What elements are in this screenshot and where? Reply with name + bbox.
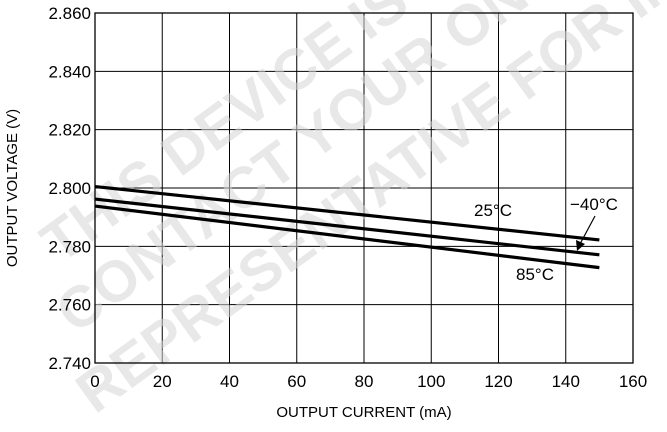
y-tick-label-5: 2.840 <box>48 62 91 81</box>
series-lines <box>94 184 600 270</box>
y-tick-label-3: 2.800 <box>48 179 91 198</box>
x-tick-label-8: 160 <box>619 372 647 391</box>
y-axis-title: OUTPUT VOLTAGE (V) <box>4 109 21 267</box>
minus40c-arrowhead <box>576 240 585 251</box>
x-tick-label-0: 0 <box>90 372 99 391</box>
grid <box>94 12 634 364</box>
label-minus40c: −40°C <box>570 195 618 214</box>
label-25c: 25°C <box>474 201 512 220</box>
minus40c-arrow <box>579 215 596 245</box>
y-tick-label-1: 2.760 <box>48 296 91 315</box>
x-tick-label-5: 100 <box>417 372 445 391</box>
x-tick-label-7: 140 <box>552 372 580 391</box>
y-tick-label-0: 2.740 <box>48 354 91 373</box>
series-line-0 <box>94 184 600 242</box>
x-tick-label-6: 120 <box>484 372 512 391</box>
x-axis-title: OUTPUT CURRENT (mA) <box>276 404 451 421</box>
y-tick-label-2: 2.780 <box>48 237 91 256</box>
series-line-1 <box>94 197 600 257</box>
label-85c: 85°C <box>516 265 554 284</box>
tick-labels: 0 20 40 60 80 100 120 140 160 2.740 2.760 2.780 2.80… <box>48 4 647 391</box>
x-tick-label-2: 40 <box>220 372 239 391</box>
y-tick-label-6: 2.860 <box>48 4 91 23</box>
series-labels: 25°C −40°C 85°C <box>474 195 618 284</box>
y-tick-label-4: 2.820 <box>48 121 91 140</box>
series-line-2 <box>94 204 600 270</box>
x-tick-label-3: 60 <box>287 372 306 391</box>
x-tick-label-4: 80 <box>355 372 374 391</box>
x-tick-label-1: 20 <box>153 372 172 391</box>
